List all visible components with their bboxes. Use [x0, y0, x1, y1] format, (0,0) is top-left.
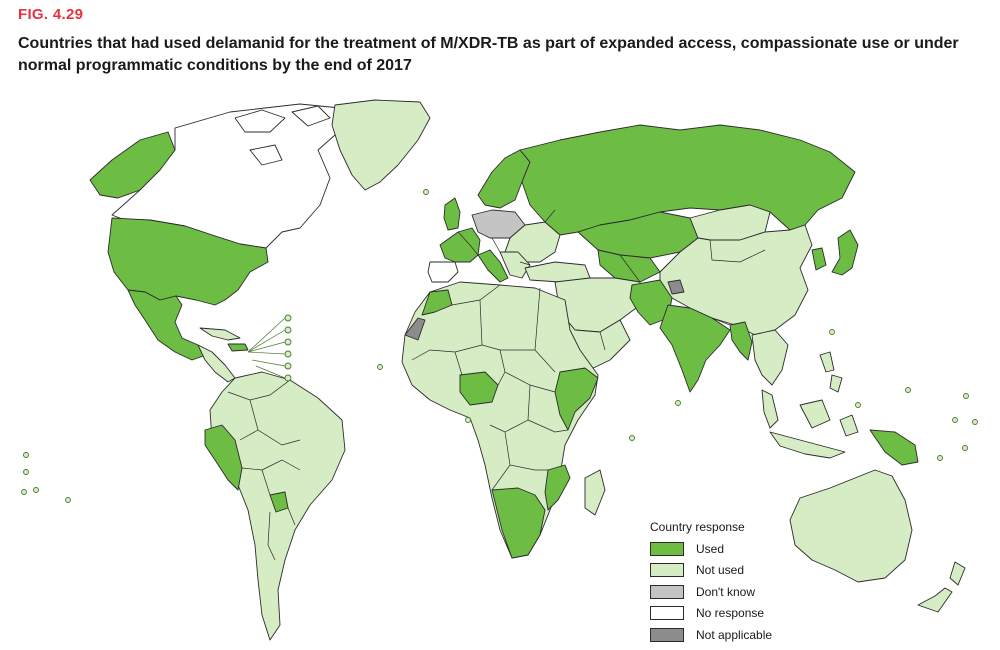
borders-europe: [457, 209, 556, 266]
legend-item-used: Used: [650, 538, 820, 560]
map-legend: Country response Used Not used Don't kno…: [650, 520, 820, 646]
region-russia: [519, 124, 856, 236]
region-australia: [789, 469, 913, 583]
world-map: [0, 95, 1000, 650]
legend-label-not-used: Not used: [696, 563, 745, 578]
region-indonesia: [769, 399, 859, 459]
region-arctic-islands: [234, 105, 331, 166]
region-central-asia: [597, 249, 661, 283]
region-morocco: [421, 289, 453, 316]
region-western-europe: [439, 227, 481, 263]
borders-south-america: [227, 379, 301, 561]
legend-item-dont-know: Don't know: [650, 581, 820, 603]
region-horn-of-africa: [554, 367, 599, 431]
legend-label-not-applicable: Not applicable: [696, 627, 773, 642]
borders-africa: [411, 284, 569, 491]
region-korea: [811, 247, 827, 271]
region-cuba: [199, 327, 241, 341]
region-hispaniola: [227, 343, 249, 352]
region-japan: [831, 229, 859, 276]
region-new-zealand: [917, 561, 966, 613]
region-greenland: [331, 99, 431, 191]
region-scandinavia: [477, 149, 531, 209]
legend-swatch-not-applicable: [650, 627, 684, 642]
region-mozambique: [544, 464, 571, 511]
borders-asia: [599, 239, 766, 351]
region-kashmir: [667, 279, 685, 295]
legend-title: Country response: [650, 520, 745, 534]
region-iberia: [427, 261, 459, 283]
region-central-america: [197, 344, 236, 383]
region-china: [659, 224, 813, 336]
legend-swatch-dont-know: [650, 584, 684, 599]
region-afghanistan-pakistan: [629, 279, 673, 326]
legend-item-not-used: Not used: [650, 560, 820, 582]
region-nigeria: [459, 371, 499, 406]
region-uk: [443, 197, 461, 231]
world-map-svg: [21, 99, 978, 641]
legend-label-no-response: No response: [696, 606, 765, 621]
small-island-markers: [21, 189, 978, 503]
figure-label: FIG. 4.29: [18, 6, 84, 23]
region-southern-africa: [491, 487, 546, 559]
legend-item-not-applicable: Not applicable: [650, 624, 820, 646]
region-se-asia: [751, 329, 789, 386]
legend-swatch-not-used: [650, 563, 684, 578]
region-philippines: [819, 351, 843, 393]
region-india: [659, 304, 731, 393]
legend-label-dont-know: Don't know: [696, 584, 755, 599]
region-papua-new-guinea: [869, 429, 919, 466]
legend-item-no-response: No response: [650, 603, 820, 625]
region-myanmar: [729, 321, 753, 361]
region-malay: [761, 389, 779, 429]
region-mexico: [127, 289, 207, 361]
region-western-sahara: [404, 317, 426, 341]
region-peru: [204, 424, 243, 491]
legend-label-used: Used: [696, 541, 725, 556]
island-callout-lines: [247, 317, 286, 379]
legend-swatch-no-response: [650, 606, 684, 621]
region-italy: [477, 249, 509, 283]
region-alaska: [89, 131, 176, 199]
region-madagascar: [584, 469, 606, 516]
figure-title: Countries that had used delamanid for th…: [18, 35, 959, 74]
legend-swatch-used: [650, 541, 684, 556]
